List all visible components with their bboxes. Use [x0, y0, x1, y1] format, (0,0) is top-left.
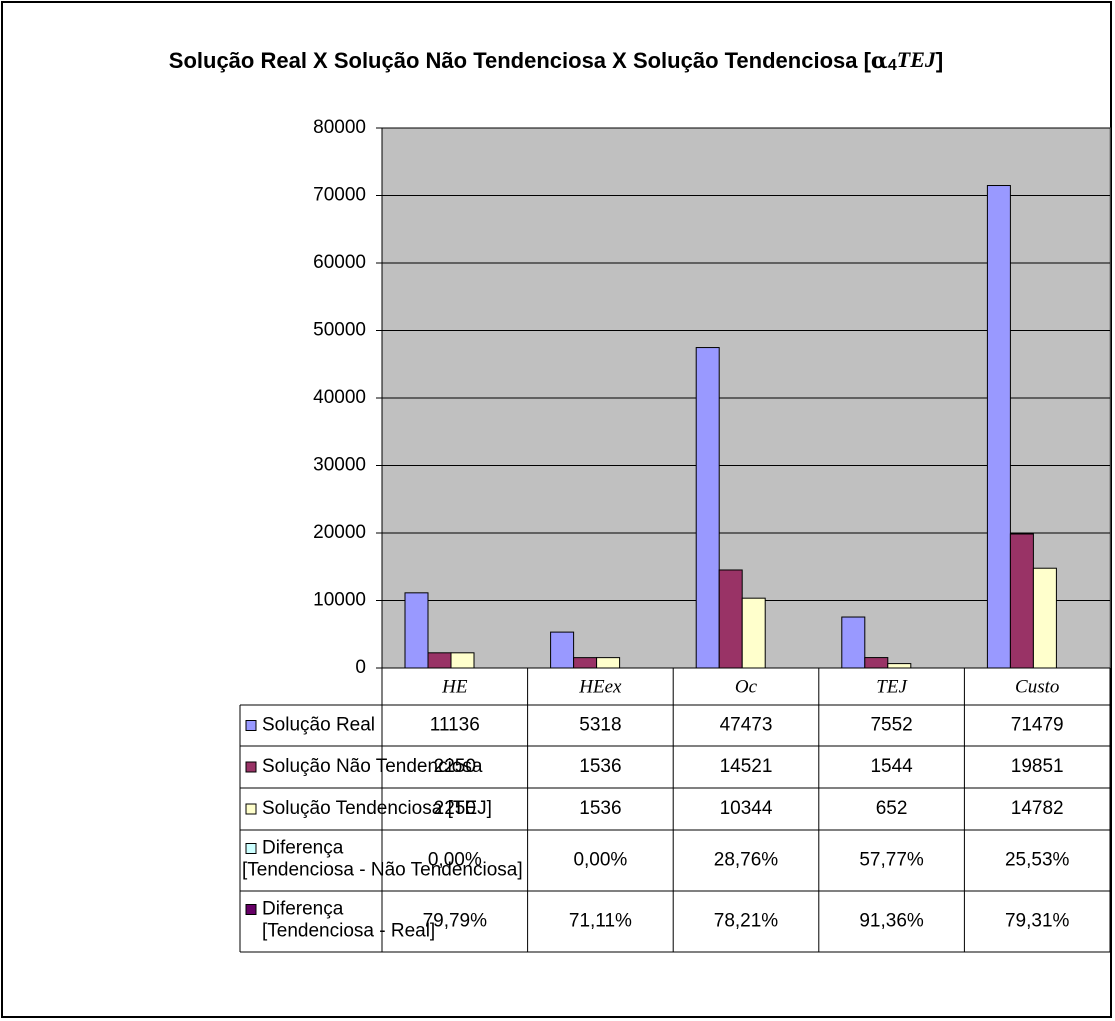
table-value: 19851 — [1011, 756, 1064, 777]
table-value: 28,76% — [714, 850, 779, 871]
table-value: 2250 — [434, 798, 476, 819]
row-label: [Tendenciosa - Não Tendenciosa] — [242, 860, 523, 881]
y-tick-label: 20000 — [313, 522, 366, 543]
table-value: 2250 — [434, 756, 476, 777]
table-value: 1536 — [579, 798, 621, 819]
table-value: 71,11% — [569, 911, 632, 932]
bar — [1009, 533, 1034, 669]
y-tick-label: 50000 — [313, 320, 366, 341]
bar — [986, 185, 1011, 669]
table-value: 0,00% — [573, 850, 627, 871]
bar — [573, 657, 598, 669]
x-tick-label: Oc — [735, 676, 758, 697]
table-value: 0,00% — [428, 850, 482, 871]
title-text: Solução Real X Solução Não Tendenciosa X… — [169, 48, 872, 73]
bar — [718, 569, 743, 669]
bar — [1032, 567, 1057, 669]
chart-title: Solução Real X Solução Não Tendenciosa X… — [169, 47, 943, 74]
bar — [695, 347, 720, 669]
table-value: 11136 — [430, 715, 480, 736]
title-tej: TEJ — [897, 47, 937, 72]
table-value: 57,77% — [859, 850, 924, 871]
legend-key — [245, 843, 257, 854]
table-value: 91,36% — [859, 911, 924, 932]
bar — [596, 657, 621, 669]
bar — [841, 616, 866, 669]
title-sub: 4 — [888, 57, 897, 74]
y-tick-label: 80000 — [313, 117, 366, 138]
bar — [741, 597, 766, 669]
bar — [427, 652, 452, 669]
bar — [550, 631, 575, 669]
y-tick-label: 0 — [355, 657, 366, 678]
x-tick-label: HEex — [578, 676, 622, 697]
x-tick-label: TEJ — [876, 676, 908, 697]
table-value: 1544 — [870, 756, 913, 777]
row-label: [Tendenciosa - Real] — [262, 921, 435, 942]
legend-label: Solução Real — [262, 715, 375, 736]
table-value: 14782 — [1011, 798, 1064, 819]
x-tick-label: Custo — [1015, 676, 1059, 697]
y-tick-label: 40000 — [313, 387, 366, 408]
legend-label: Solução Não Tendenciosa — [262, 756, 483, 777]
y-tick-label: 60000 — [313, 252, 366, 273]
legend-key — [245, 761, 257, 773]
title-alpha: α — [871, 48, 888, 74]
y-tick-label: 10000 — [313, 590, 366, 611]
table-value: 71479 — [1011, 715, 1064, 736]
table-value: 79,31% — [1005, 911, 1070, 932]
table-value: 1536 — [579, 756, 621, 777]
table-value: 14521 — [720, 756, 773, 777]
table-value: 652 — [876, 798, 908, 819]
legend-key — [245, 803, 257, 815]
bar — [887, 663, 912, 669]
row-label: Diferença — [262, 838, 344, 859]
table-value: 78,21% — [714, 911, 779, 932]
legend-label: Solução Tendenciosa [TEJ] — [262, 798, 492, 819]
table-value: 10344 — [720, 798, 773, 819]
legend-key — [245, 904, 257, 915]
title-end: ] — [936, 48, 943, 73]
bar — [864, 657, 889, 669]
legend-key — [245, 720, 257, 731]
y-tick-label: 70000 — [313, 185, 366, 206]
table-value: 5318 — [579, 715, 621, 736]
x-tick-label: HE — [441, 676, 468, 697]
bar — [450, 652, 475, 669]
table-value: 79,79% — [423, 911, 488, 932]
y-tick-label: 30000 — [313, 455, 366, 476]
table-value: 47473 — [720, 715, 773, 736]
table-value: 7552 — [870, 715, 912, 736]
bar — [404, 592, 429, 669]
row-label: Diferença — [262, 899, 344, 920]
table-value: 25,53% — [1005, 850, 1070, 871]
